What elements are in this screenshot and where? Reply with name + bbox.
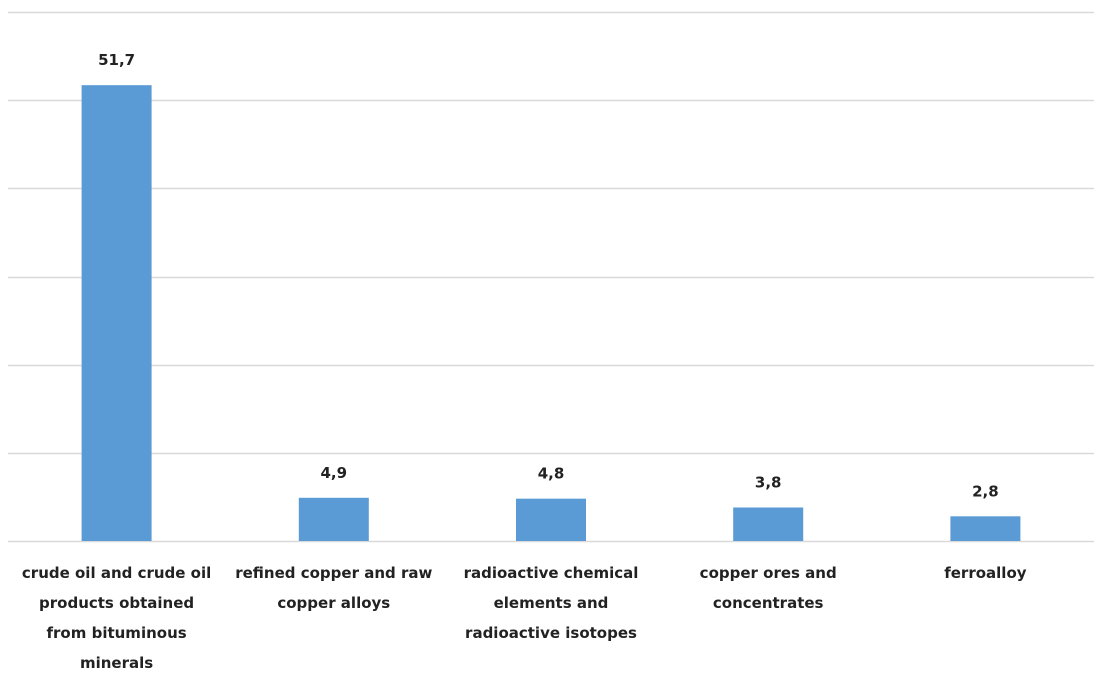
bar [733, 507, 804, 541]
category-label: crude oil and crude oil products obtaine… [21, 564, 212, 672]
data-label: 2,8 [972, 482, 999, 500]
bar-chart: 51,7 4,9 4,8 3,8 2,8 [8, 11, 1094, 543]
data-label: 51,7 [98, 51, 135, 69]
data-label: 4,9 [321, 464, 348, 482]
bar [81, 85, 152, 541]
bars [81, 85, 1021, 541]
category-label: refined copper and raw copper alloys [235, 564, 433, 612]
data-label: 4,8 [538, 465, 565, 483]
category-label: radioactive chemical elements and radioa… [463, 564, 639, 642]
gridlines [8, 11, 1094, 543]
category-label: ferroalloy [944, 564, 1027, 582]
data-label: 3,8 [755, 473, 782, 491]
data-labels: 51,7 4,9 4,8 3,8 2,8 [98, 51, 999, 500]
bar [950, 516, 1021, 541]
category-label: copper ores and concentrates [699, 564, 837, 612]
bar [516, 498, 586, 541]
bar [298, 497, 369, 541]
